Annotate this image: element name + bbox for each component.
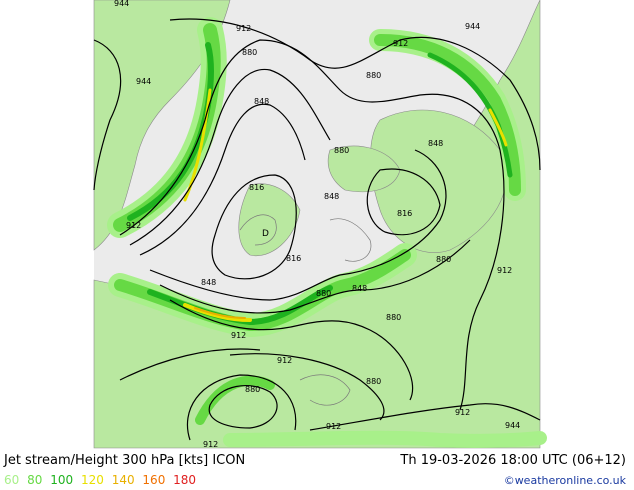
contour-label: 880: [242, 48, 257, 57]
coastlines: [239, 214, 372, 406]
contour-label: 912: [203, 440, 218, 449]
contour-label: 944: [136, 77, 151, 86]
contour-label: 848: [254, 97, 269, 106]
contour-label: 912: [231, 331, 246, 340]
contour-label: 880: [436, 255, 451, 264]
weather-map: 944 912 880 848 816 944 912 880 848 816 …: [93, 0, 547, 449]
contour-label: 912: [126, 221, 141, 230]
map-title: Jet stream/Height 300 hPa [kts] ICON: [4, 453, 246, 468]
contour-label: 912: [393, 39, 408, 48]
legend-item: 120: [80, 473, 104, 487]
legend-item: 180: [173, 473, 197, 487]
contour-label: 848: [324, 192, 339, 201]
contour-label: 944: [465, 22, 480, 31]
contour-label: 880: [334, 146, 349, 155]
contour-label: 912: [497, 266, 512, 275]
contour-label: 912: [455, 408, 470, 417]
contour-label: 944: [505, 421, 520, 430]
height-contours: [93, 18, 541, 441]
contour-label: 816: [286, 254, 301, 263]
contour-label: 912: [236, 24, 251, 33]
credit-link[interactable]: ©weatheronline.co.uk: [503, 474, 626, 487]
legend-item: 100: [50, 473, 74, 487]
contour-label: 848: [352, 284, 367, 293]
contour-label: 816: [249, 183, 264, 192]
legend-item: 60: [4, 473, 20, 487]
land-masses: [93, 0, 541, 449]
contour-label: 848: [201, 278, 216, 287]
contour-label: 912: [277, 356, 292, 365]
legend-item: 80: [27, 473, 43, 487]
legend-item: 160: [142, 473, 166, 487]
contour-label: 880: [316, 289, 331, 298]
contour-label: 816: [397, 209, 412, 218]
contour-label: 880: [386, 313, 401, 322]
map-footer: Jet stream/Height 300 hPa [kts] ICON Th …: [0, 450, 634, 490]
valid-time: Th 19-03-2026 18:00 UTC (06+12): [400, 453, 626, 468]
wind-speed-legend: 60 80 100 120 140 160 180: [4, 473, 200, 487]
contour-label: 880: [366, 377, 381, 386]
contour-label: 880: [245, 385, 260, 394]
contour-label: 944: [114, 0, 129, 8]
contour-labels: 944 912 880 848 816 944 912 880 848 816 …: [114, 0, 520, 449]
contour-label: 880: [366, 71, 381, 80]
contour-label: 912: [326, 422, 341, 431]
contour-label: 848: [428, 139, 443, 148]
legend-item: 140: [111, 473, 135, 487]
low-pressure-marker: D: [262, 229, 269, 239]
